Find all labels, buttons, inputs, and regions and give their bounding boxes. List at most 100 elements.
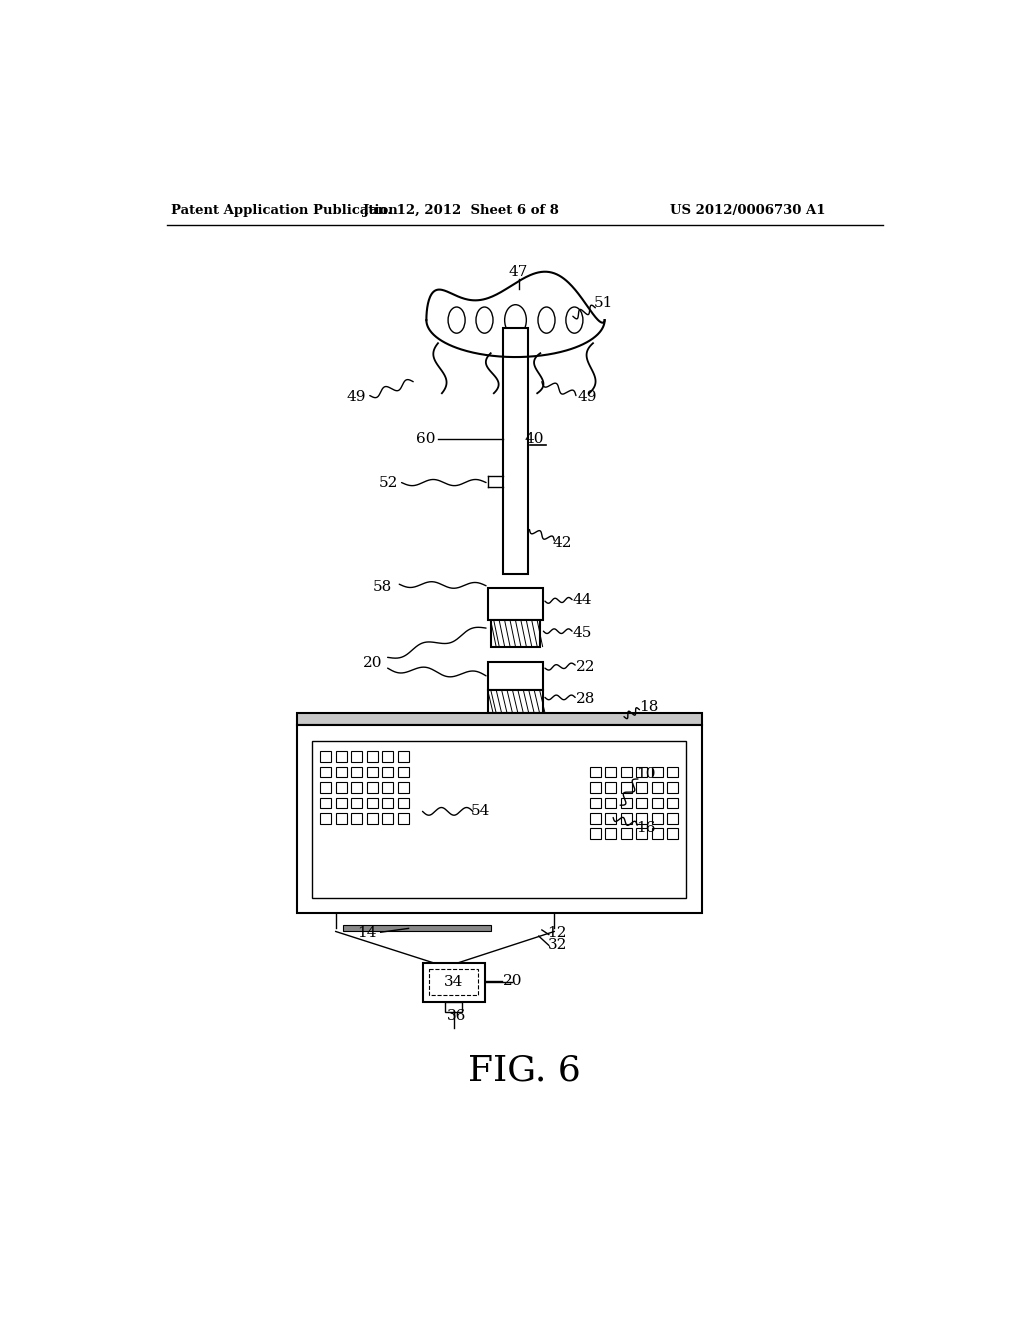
Bar (423, 964, 484, 1002)
Bar (652, 767, 663, 777)
Bar (321, 781, 331, 793)
Bar (652, 797, 663, 808)
Bar (367, 767, 378, 777)
Text: 14: 14 (357, 927, 377, 940)
Text: 20: 20 (503, 974, 522, 987)
Bar (621, 797, 632, 808)
Bar (590, 781, 601, 793)
Text: 52: 52 (379, 477, 398, 490)
Bar (605, 829, 616, 840)
Text: 40: 40 (524, 432, 544, 446)
Bar (590, 829, 601, 840)
Text: 10: 10 (636, 767, 655, 781)
Bar (636, 813, 647, 824)
Text: US 2012/0006730 A1: US 2012/0006730 A1 (671, 205, 826, 218)
Bar (297, 713, 701, 725)
Bar (336, 751, 346, 762)
Bar (297, 725, 701, 913)
Text: 32: 32 (548, 939, 567, 952)
Bar (621, 767, 632, 777)
Bar (636, 781, 647, 793)
Bar (351, 781, 362, 793)
Bar (321, 797, 331, 808)
Bar (336, 797, 346, 808)
Bar (321, 767, 331, 777)
Text: 45: 45 (572, 626, 592, 640)
Text: 16: 16 (636, 821, 655, 836)
Bar (351, 813, 362, 824)
Bar (605, 797, 616, 808)
Bar (668, 813, 678, 824)
Bar (590, 767, 601, 777)
Bar (397, 813, 409, 824)
Text: 18: 18 (639, 700, 658, 714)
Bar (490, 620, 541, 647)
Bar (487, 689, 544, 713)
Bar (397, 767, 409, 777)
Text: 12: 12 (548, 927, 567, 940)
Bar (382, 781, 393, 793)
Text: 42: 42 (552, 536, 571, 550)
Text: 54: 54 (471, 804, 490, 818)
Bar (336, 781, 346, 793)
Text: 44: 44 (572, 593, 592, 607)
Text: Patent Application Publication: Patent Application Publication (171, 205, 397, 218)
Bar (351, 797, 362, 808)
Bar (636, 767, 647, 777)
Bar (321, 813, 331, 824)
Bar (336, 813, 346, 824)
Bar (652, 781, 663, 793)
Bar (382, 767, 393, 777)
Bar (636, 829, 647, 840)
Text: 58: 58 (373, 579, 392, 594)
Bar (445, 1002, 462, 1012)
Bar (621, 829, 632, 840)
Bar (590, 797, 601, 808)
Text: 60: 60 (416, 432, 435, 446)
Bar (668, 829, 678, 840)
Bar (397, 797, 409, 808)
Bar (367, 751, 378, 762)
Text: 49: 49 (578, 391, 597, 404)
Bar (621, 781, 632, 793)
Bar (321, 751, 331, 762)
Bar (367, 813, 378, 824)
Bar (382, 751, 393, 762)
Text: Jan. 12, 2012  Sheet 6 of 8: Jan. 12, 2012 Sheet 6 of 8 (364, 205, 559, 218)
Bar (397, 781, 409, 793)
Text: 22: 22 (575, 660, 595, 673)
Bar (312, 741, 686, 898)
Bar (382, 813, 393, 824)
Bar (590, 813, 601, 824)
Text: 34: 34 (443, 975, 463, 989)
Bar (397, 751, 409, 762)
Bar (367, 781, 378, 793)
Bar (652, 813, 663, 824)
Bar (367, 797, 378, 808)
Text: FIG. 6: FIG. 6 (468, 1053, 582, 1088)
Text: 36: 36 (446, 1010, 466, 1023)
Bar (652, 829, 663, 840)
Bar (351, 767, 362, 777)
Bar (487, 589, 544, 620)
Bar (668, 767, 678, 777)
Bar (621, 813, 632, 824)
Text: 47: 47 (509, 265, 528, 280)
Bar (605, 813, 616, 824)
Bar (382, 797, 393, 808)
Text: 49: 49 (346, 391, 366, 404)
Bar (668, 797, 678, 808)
Bar (487, 663, 544, 689)
Text: 28: 28 (575, 692, 595, 706)
Bar (636, 797, 647, 808)
Bar (605, 781, 616, 793)
Text: 51: 51 (594, 296, 613, 310)
Bar (503, 327, 528, 574)
Bar (605, 767, 616, 777)
Bar (668, 781, 678, 793)
Text: 20: 20 (364, 656, 383, 669)
Bar (336, 767, 346, 777)
Bar (429, 969, 478, 995)
Bar (343, 925, 490, 932)
Bar (351, 751, 362, 762)
